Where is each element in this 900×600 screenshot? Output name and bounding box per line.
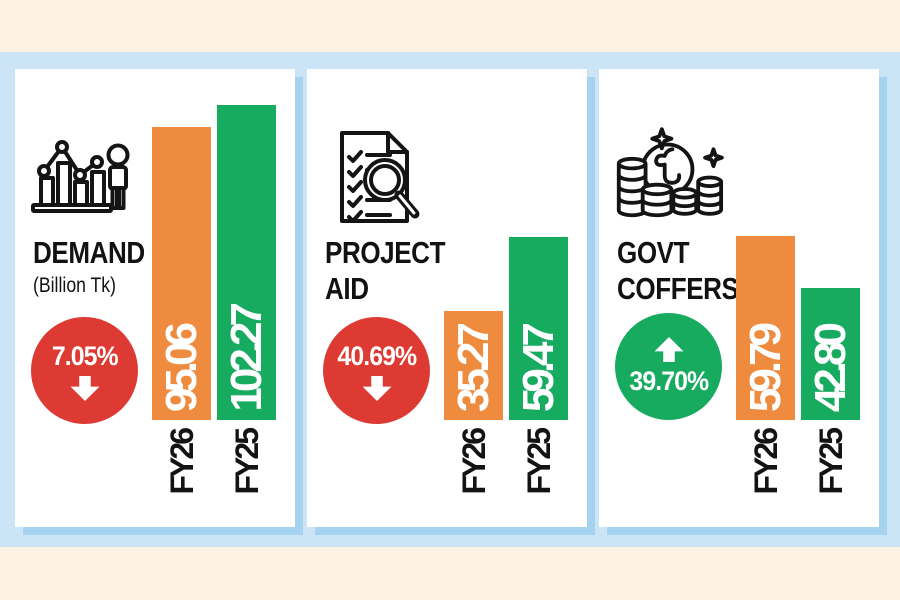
panel-govt-coffers: GOVT COFFERS 39.70% 59.79 42.80 FY26 FY2… [599, 69, 879, 527]
bar-fy26: 35.27 [444, 311, 503, 420]
change-badge: 40.69% [323, 317, 430, 424]
down-arrow-icon [362, 375, 391, 401]
bar-value: 42.80 [805, 326, 855, 412]
bar-value: 95.06 [156, 326, 206, 412]
checklist-magnifier-icon [322, 127, 432, 227]
change-percent: 39.70% [629, 365, 709, 396]
axis-label-fy25: FY25 [520, 430, 557, 495]
axis-label-fy25: FY25 [812, 430, 849, 495]
panel-title: DEMAND [33, 235, 145, 270]
bar-value: 59.79 [740, 326, 790, 412]
panel-title-block: DEMAND (Billion Tk) [33, 235, 145, 299]
top-cream-band [0, 0, 900, 52]
panel-title-block: PROJECT AID [325, 235, 445, 307]
bar-value: 59.47 [513, 326, 563, 412]
axis-label-fy26: FY26 [163, 430, 200, 495]
bar-value: 102.27 [221, 307, 271, 412]
panel-title-line2: AID [325, 271, 369, 306]
bottom-cream-band [0, 547, 900, 600]
bar-value: 35.27 [448, 326, 498, 412]
panel-title: GOVT [617, 235, 690, 270]
panel-title-block: GOVT COFFERS [617, 235, 739, 307]
bar-fy25: 59.47 [509, 237, 568, 420]
down-arrow-icon [70, 375, 99, 401]
change-badge: 7.05% [31, 317, 138, 424]
panel-demand: DEMAND (Billion Tk) 7.05% 95.06 102.27 F… [15, 69, 295, 527]
panel-project-aid: PROJECT AID 40.69% 35.27 59.47 FY26 FY25 [307, 69, 587, 527]
change-percent: 7.05% [51, 340, 119, 371]
change-badge: 39.70% [615, 313, 722, 420]
bar-fy25: 42.80 [801, 288, 860, 420]
bar-chart-people-icon [30, 127, 140, 227]
coins-taka-icon [614, 127, 724, 227]
change-percent: 40.69% [337, 340, 417, 371]
bar-fy26: 95.06 [152, 127, 211, 420]
panel-title-line2: COFFERS [617, 271, 739, 306]
bar-fy25: 102.27 [217, 105, 276, 420]
panel-unit: (Billion Tk) [33, 274, 116, 297]
axis-label-fy25: FY25 [228, 430, 265, 495]
panel-title: PROJECT [325, 235, 446, 270]
up-arrow-icon [654, 336, 683, 362]
axis-label-fy26: FY26 [455, 430, 492, 495]
bar-fy26: 59.79 [736, 236, 795, 420]
axis-label-fy26: FY26 [747, 430, 784, 495]
